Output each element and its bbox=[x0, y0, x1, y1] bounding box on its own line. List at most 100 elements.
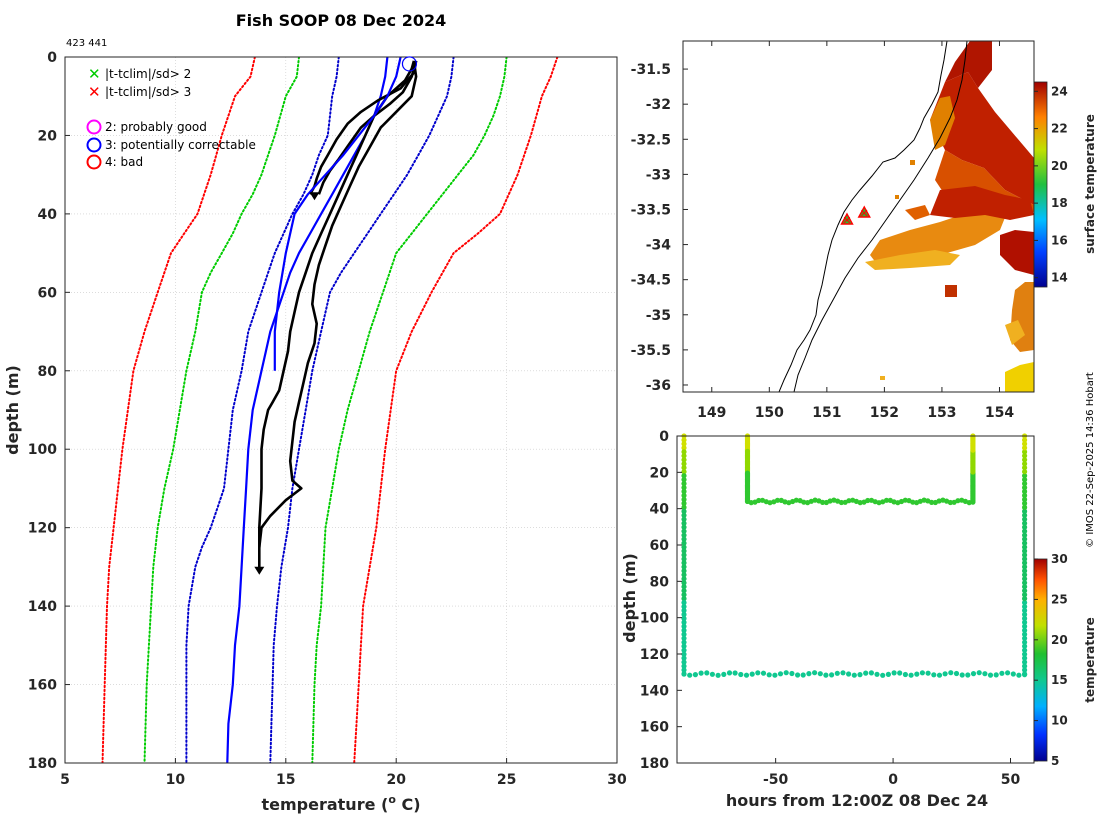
depth-time-point bbox=[1022, 536, 1028, 542]
sst-speck-1 bbox=[945, 285, 957, 297]
depth-time-point bbox=[681, 635, 687, 641]
dt-y-tick-label: 180 bbox=[640, 756, 669, 772]
depth-time-point bbox=[1022, 635, 1028, 641]
depth-time-point bbox=[1022, 588, 1028, 594]
depth-time-point bbox=[681, 461, 687, 467]
y-tick-label: 160 bbox=[28, 678, 57, 694]
dt-y-tick-label: 40 bbox=[650, 502, 670, 518]
legend-flag-bad: 4: bad bbox=[86, 154, 143, 170]
depth-time-point bbox=[1022, 663, 1028, 669]
depth-time-point bbox=[795, 672, 801, 678]
surface-temperature-map-panel: ✕✕ 149 150 151 152 153 154 -31.5-32-32.5-33-3… bbox=[631, 40, 1097, 421]
map-y-tick-label: -33.5 bbox=[631, 202, 671, 218]
depth-time-point bbox=[902, 671, 909, 678]
depth-time-point bbox=[681, 552, 687, 558]
depth-time-point bbox=[1022, 671, 1028, 677]
depth-time-point bbox=[1022, 580, 1028, 586]
depth-time-point bbox=[953, 670, 960, 677]
depth-time-point bbox=[681, 516, 687, 522]
depth-time-point bbox=[863, 670, 869, 676]
depth-time-point bbox=[914, 671, 920, 677]
depth-time-point bbox=[738, 671, 744, 678]
profile-gridlines bbox=[65, 57, 617, 763]
depth-time-point bbox=[1022, 600, 1028, 606]
series-profile-1-second-trace- bbox=[258, 60, 418, 548]
track-point-triangle bbox=[857, 205, 871, 218]
depth-time-point bbox=[1022, 619, 1028, 626]
legend-circle-magenta-icon bbox=[86, 119, 102, 135]
series-mean-1-sd bbox=[185, 57, 340, 763]
profile-end-marker bbox=[309, 192, 320, 201]
depth-time-point bbox=[681, 568, 687, 574]
legend-flag-correctable: 3: potentially correctable bbox=[86, 137, 256, 153]
depth-time-point bbox=[925, 670, 931, 676]
depth-time-point bbox=[692, 672, 699, 678]
dt-y-tick-label: 0 bbox=[659, 429, 669, 445]
depth-time-point bbox=[681, 647, 687, 653]
depth-time-point bbox=[1022, 607, 1028, 614]
depth-time-series-layer bbox=[681, 433, 1028, 678]
sst-warm-band-north bbox=[945, 41, 992, 88]
depth-time-point bbox=[1022, 540, 1028, 546]
depth-time-point bbox=[789, 670, 795, 677]
series-profile-2-second-trace- bbox=[317, 60, 418, 195]
dt-x-tick-label: 0 bbox=[888, 772, 898, 788]
depth-time-point bbox=[721, 671, 727, 678]
depth-time-point bbox=[1022, 611, 1028, 618]
depth-time-point bbox=[1022, 592, 1028, 598]
legend-circle-red-icon bbox=[86, 154, 102, 170]
depth-time-point bbox=[1022, 544, 1028, 550]
depth-time-point bbox=[681, 445, 687, 451]
depth-time-point bbox=[982, 671, 988, 677]
depth-time-point bbox=[947, 499, 954, 506]
sst-warm-core-east bbox=[930, 72, 1034, 205]
depth-time-point bbox=[936, 672, 943, 678]
depth-time-point bbox=[834, 670, 840, 676]
x-tick-label: 25 bbox=[497, 772, 516, 788]
depth-time-point bbox=[681, 477, 687, 483]
depth-time-point bbox=[955, 498, 961, 504]
dt-colorbar-tick-label: 10 bbox=[1051, 714, 1068, 728]
profile-y-axis-label: depth (m) bbox=[3, 365, 22, 455]
depth-time-point bbox=[681, 600, 687, 606]
depth-time-point bbox=[1022, 488, 1028, 495]
y-tick-label: 140 bbox=[28, 599, 57, 615]
depth-time-point bbox=[681, 488, 687, 495]
depth-time-point bbox=[709, 671, 716, 677]
depth-time-point bbox=[999, 670, 1005, 676]
depth-time-point bbox=[1022, 631, 1028, 637]
depth-time-point bbox=[1022, 651, 1028, 657]
map-track-markers: ✕✕ bbox=[840, 205, 871, 227]
depth-time-point bbox=[1022, 548, 1028, 554]
x-tick-label: 30 bbox=[607, 772, 627, 788]
depth-time-point bbox=[687, 672, 693, 678]
depth-time-point bbox=[704, 670, 710, 676]
depth-time-point bbox=[681, 584, 687, 590]
sst-se-yellow-orange bbox=[1005, 320, 1025, 345]
depth-time-point bbox=[897, 670, 903, 676]
depth-time-point bbox=[1022, 568, 1028, 574]
depth-time-point bbox=[976, 670, 982, 676]
depth-time-point bbox=[868, 670, 875, 676]
sst-deep-red-band bbox=[930, 186, 1034, 220]
legend-label-bad: 4: bad bbox=[105, 155, 143, 169]
profile-end-marker bbox=[254, 566, 265, 575]
dt-colorbar-tick-label: 20 bbox=[1051, 633, 1068, 647]
depth-time-point bbox=[681, 481, 687, 487]
depth-time-point bbox=[681, 449, 687, 455]
sst-speck-4 bbox=[895, 195, 899, 199]
series-profile-2-start-blue- bbox=[273, 57, 402, 371]
x-tick-label: 10 bbox=[166, 772, 186, 788]
map-y-tick-label: -34.5 bbox=[631, 273, 671, 289]
legend-label-probably-good: 2: probably good bbox=[105, 120, 207, 134]
depth-time-point bbox=[838, 499, 845, 506]
x-tick-label: 5 bbox=[60, 772, 70, 788]
map-colorbar-tick-label: 24 bbox=[1051, 84, 1068, 98]
profile-x-axis-label: temperature (o C) bbox=[261, 793, 420, 814]
y-tick-label: 120 bbox=[28, 521, 57, 537]
depth-time-point bbox=[1022, 576, 1028, 582]
depth-time-point bbox=[1022, 572, 1028, 578]
depth-time-point bbox=[1022, 556, 1028, 562]
y-tick-label: 0 bbox=[47, 50, 57, 66]
depth-time-point bbox=[681, 631, 687, 637]
